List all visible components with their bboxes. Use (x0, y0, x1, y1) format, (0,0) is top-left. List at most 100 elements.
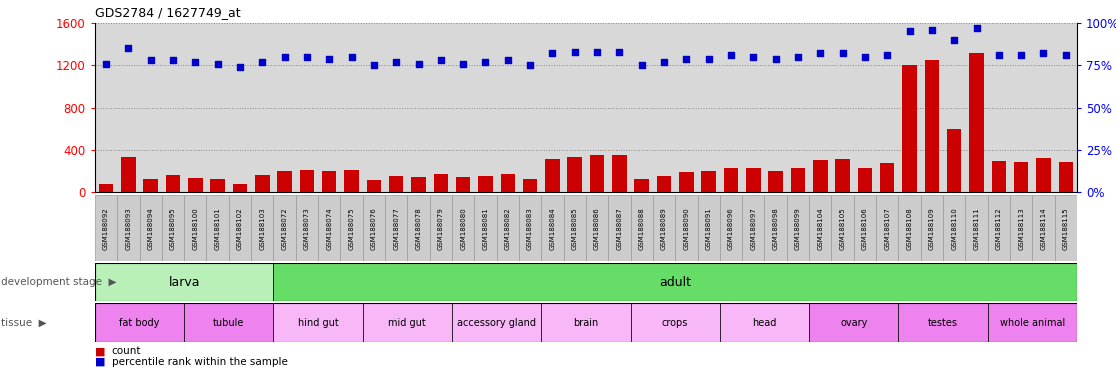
Bar (385, 195, 407, 261)
Point (365, 62, 383, 68)
Bar (564, 195, 586, 261)
Point (119, 45, 137, 51)
Text: testes: testes (929, 318, 958, 328)
Bar (653, 195, 675, 261)
Bar (742, 195, 764, 261)
Text: GSM188100: GSM188100 (192, 207, 199, 250)
Text: GSM188085: GSM188085 (571, 207, 578, 250)
Bar (924, 60, 939, 192)
Text: GSM188102: GSM188102 (237, 207, 243, 250)
Bar (541, 195, 564, 261)
Bar (296, 195, 318, 261)
Bar (701, 171, 715, 192)
Point (1035, 50, 1052, 56)
Text: GSM188084: GSM188084 (549, 207, 556, 250)
Bar (229, 195, 251, 261)
Text: GSM188108: GSM188108 (906, 207, 913, 250)
Bar (522, 179, 537, 192)
Bar (764, 195, 787, 261)
Bar (206, 195, 229, 261)
Bar (187, 178, 203, 192)
Point (990, 52, 1008, 58)
Point (789, 54, 807, 60)
Point (410, 61, 427, 67)
Bar (631, 303, 720, 342)
Bar (273, 263, 1077, 301)
Bar (165, 175, 181, 192)
Text: GSM188091: GSM188091 (705, 207, 712, 250)
Bar (278, 171, 292, 192)
Text: ■: ■ (95, 346, 105, 356)
Text: GSM188107: GSM188107 (884, 207, 891, 250)
Bar (99, 184, 114, 192)
Point (722, 52, 740, 58)
Point (97, 61, 115, 67)
Bar (299, 170, 315, 192)
Text: GSM188099: GSM188099 (795, 207, 801, 250)
Text: tubule: tubule (213, 318, 244, 328)
Bar (831, 195, 854, 261)
Bar (876, 195, 898, 261)
Text: tissue  ▶: tissue ▶ (1, 318, 47, 328)
Bar (656, 176, 671, 192)
Point (253, 59, 271, 65)
Text: larva: larva (169, 276, 200, 289)
Text: GSM188079: GSM188079 (437, 207, 444, 250)
Bar (143, 179, 158, 192)
Bar (117, 195, 140, 261)
Bar (835, 159, 849, 192)
Bar (273, 303, 363, 342)
Bar (857, 168, 872, 192)
Bar (898, 303, 988, 342)
Bar (411, 177, 425, 192)
Bar (273, 195, 296, 261)
Text: GSM188103: GSM188103 (259, 207, 266, 250)
Bar (254, 175, 270, 192)
Bar (184, 195, 206, 261)
Bar (345, 170, 359, 192)
Bar (698, 195, 720, 261)
Point (164, 57, 182, 63)
Bar (546, 159, 559, 192)
Text: GSM188075: GSM188075 (348, 207, 355, 250)
Text: GSM188086: GSM188086 (594, 207, 600, 250)
Text: GSM188112: GSM188112 (995, 207, 1002, 250)
Text: head: head (752, 318, 777, 328)
Bar (590, 155, 605, 192)
Text: GSM188110: GSM188110 (951, 207, 958, 250)
Bar (679, 172, 693, 192)
Bar (902, 65, 916, 192)
Bar (612, 155, 626, 192)
Bar (430, 195, 452, 261)
Point (142, 57, 160, 63)
Bar (363, 195, 385, 261)
Text: whole animal: whole animal (1000, 318, 1065, 328)
Text: GSM188098: GSM188098 (772, 207, 779, 250)
Point (588, 49, 606, 55)
Text: hind gut: hind gut (298, 318, 338, 328)
Point (186, 59, 204, 65)
Text: GSM188113: GSM188113 (1018, 207, 1024, 250)
Bar (95, 303, 184, 342)
Text: GSM188096: GSM188096 (728, 207, 734, 250)
Text: GSM188095: GSM188095 (170, 207, 176, 250)
Bar (1036, 158, 1050, 192)
Bar (991, 161, 1006, 192)
Bar (879, 164, 894, 192)
Text: crops: crops (662, 318, 689, 328)
Text: GSM188081: GSM188081 (482, 207, 489, 250)
Text: percentile rank within the sample: percentile rank within the sample (112, 357, 288, 367)
Point (543, 50, 561, 56)
Bar (1032, 195, 1055, 261)
Bar (567, 157, 583, 192)
Point (610, 49, 628, 55)
Text: GSM188087: GSM188087 (616, 207, 623, 250)
Bar (608, 195, 631, 261)
Bar (921, 195, 943, 261)
Text: GSM188089: GSM188089 (661, 207, 667, 250)
Point (677, 55, 695, 61)
Bar (363, 303, 452, 342)
Text: GSM188097: GSM188097 (750, 207, 757, 250)
Text: GSM188106: GSM188106 (862, 207, 868, 250)
Bar (456, 177, 471, 192)
